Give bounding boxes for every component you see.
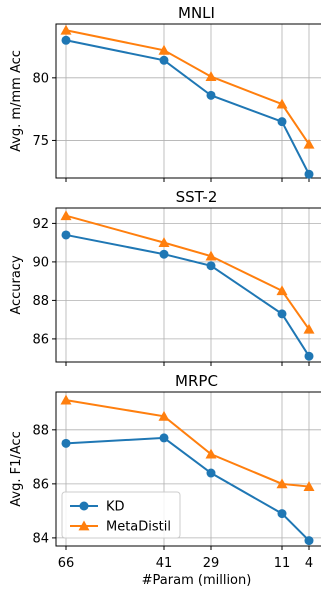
data-point-kd: [61, 230, 71, 240]
data-point-kd: [304, 351, 314, 361]
legend: KD MetaDistil: [61, 491, 181, 539]
data-point-kd: [61, 35, 71, 45]
data-point-kd: [206, 468, 216, 478]
series-kd: [61, 433, 314, 546]
panel-sst-2: 86 88 90 92 SST-2 Accuracy: [9, 188, 321, 366]
series-metadistil: [60, 394, 315, 491]
panel-title: MNLI: [178, 4, 215, 22]
data-point-metadistil: [276, 98, 288, 109]
x-tick-label: 29: [203, 556, 220, 571]
data-point-kd: [159, 55, 169, 65]
data-point-metadistil: [60, 394, 72, 405]
panel-mrpc: 84 86 88 66 41 29 11 4 #Param (million) MRPC Avg. …: [9, 372, 321, 588]
panel-title: MRPC: [175, 372, 218, 390]
panel-mnli: 75 80 MNLI Avg. m/mm Acc: [9, 4, 321, 182]
data-point-kd: [277, 117, 287, 127]
data-point-metadistil: [60, 210, 72, 221]
y-tick-label: 92: [32, 217, 49, 232]
data-point-metadistil: [303, 323, 315, 334]
y-tick-label: 86: [32, 332, 49, 347]
legend-label-metadistil: MetaDistil: [106, 520, 171, 535]
data-point-kd: [304, 169, 314, 179]
x-tick-label: 11: [274, 556, 291, 571]
legend-label-kd: KD: [106, 500, 125, 515]
legend-marker-kd: [79, 501, 89, 511]
y-tick-label: 80: [32, 71, 49, 86]
panel-title: SST-2: [176, 188, 218, 206]
data-point-kd: [61, 438, 71, 448]
y-tick-label: 88: [32, 423, 49, 438]
data-point-metadistil: [303, 481, 315, 491]
y-axis-label: Avg. m/mm Acc: [9, 50, 24, 152]
y-tick-label: 84: [32, 531, 49, 546]
data-point-kd: [206, 90, 216, 100]
data-point-metadistil: [60, 24, 72, 35]
series-line-kd: [65, 233, 310, 357]
series-line-metadistil: [65, 399, 310, 488]
legend-marker-metadistil: [78, 520, 90, 531]
data-point-metadistil: [158, 237, 170, 248]
series-kd: [61, 35, 314, 179]
data-point-metadistil: [205, 250, 217, 261]
y-axis-label: Avg. F1/Acc: [9, 431, 24, 506]
y-tick-label: 86: [32, 477, 49, 492]
data-point-metadistil: [205, 71, 217, 81]
data-point-metadistil: [158, 44, 170, 55]
x-tick-label: 4: [305, 556, 313, 571]
data-point-metadistil: [205, 448, 217, 459]
x-tick-label: 66: [58, 556, 75, 571]
y-tick-label: 90: [32, 255, 49, 270]
series-line-metadistil: [65, 214, 310, 330]
y-axis-label: Accuracy: [9, 255, 24, 315]
axes-frame: [55, 391, 321, 547]
x-tick-label: 41: [156, 556, 173, 571]
x-axis-label: #Param (million): [142, 573, 252, 588]
series-metadistil: [60, 210, 315, 334]
data-point-kd: [277, 509, 287, 519]
series-line-kd: [65, 39, 310, 175]
series-kd: [61, 230, 314, 361]
data-point-kd: [206, 261, 216, 271]
data-point-kd: [277, 309, 287, 319]
data-point-metadistil: [303, 138, 315, 149]
data-point-metadistil: [276, 478, 288, 489]
data-point-metadistil: [158, 410, 170, 421]
series-metadistil: [60, 24, 315, 149]
data-point-kd: [304, 536, 314, 546]
axes-frame: [55, 207, 321, 363]
data-point-metadistil: [276, 285, 288, 296]
data-point-kd: [159, 433, 169, 443]
y-tick-label: 75: [32, 134, 49, 149]
y-tick-label: 88: [32, 294, 49, 309]
axes-frame: [55, 23, 321, 179]
data-point-kd: [159, 249, 169, 259]
